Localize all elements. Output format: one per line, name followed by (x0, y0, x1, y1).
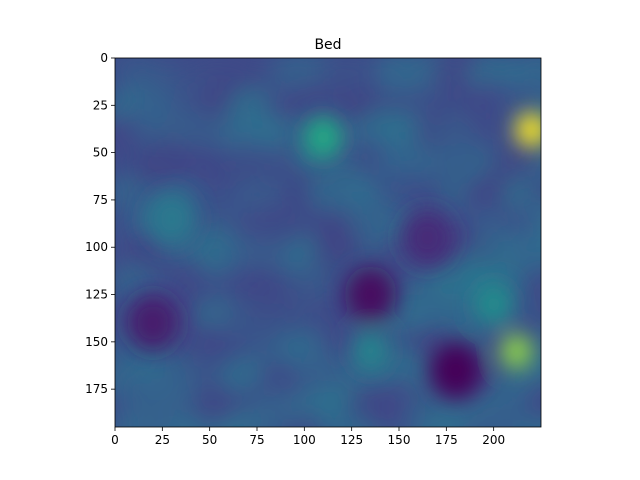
x-tick-label: 75 (249, 433, 264, 447)
x-tick-label: 0 (111, 433, 119, 447)
x-axis: 0 25 50 75 100 125 150 175 200 (111, 427, 505, 447)
x-tick-label: 200 (482, 433, 505, 447)
plot-frame (114, 57, 542, 428)
x-tick-label: 25 (155, 433, 170, 447)
heatmap-feature (473, 282, 514, 326)
y-tick-label: 175 (85, 382, 108, 396)
y-tick-label: 75 (93, 193, 108, 207)
x-tick-label: 50 (202, 433, 217, 447)
heatmap-feature (145, 190, 198, 248)
heatmap-texture-cell (226, 292, 272, 334)
heatmap-texture-cell (504, 415, 541, 427)
heatmap-texture-cell (500, 176, 541, 213)
heatmap-texture-cell (460, 411, 520, 427)
y-tick-label: 100 (85, 240, 108, 254)
x-tick-label: 150 (388, 433, 411, 447)
heatmap-texture-cell (169, 419, 208, 427)
x-tick-label: 175 (435, 433, 458, 447)
heatmap-texture-cell (527, 380, 541, 425)
heatmap-texture-cell (166, 146, 218, 180)
heatmap-feature (401, 209, 454, 267)
y-tick-label: 150 (85, 335, 108, 349)
y-tick-label: 125 (85, 288, 108, 302)
x-tick-label: 125 (340, 433, 363, 447)
heatmap-features (126, 112, 541, 399)
heatmap-texture-cell (530, 417, 541, 427)
y-axis: 0 25 50 75 100 125 150 175 (85, 51, 115, 396)
y-tick-label: 50 (93, 146, 108, 160)
y-tick-label: 25 (93, 98, 108, 112)
heatmap-feature (126, 294, 179, 352)
heatmap-feature (344, 265, 397, 324)
heatmap-texture-cell (352, 423, 388, 427)
heatmap-plot-area (115, 58, 541, 427)
heatmap-texture (115, 58, 541, 427)
heatmap-texture-cell (529, 155, 541, 185)
heatmap-feature (303, 115, 344, 160)
heatmap-texture-cell (528, 292, 541, 335)
heatmap-feature (429, 341, 482, 399)
heatmap-texture-cell (316, 411, 375, 427)
chart-title: Bed (314, 37, 341, 53)
heatmap-feature (350, 329, 391, 374)
heatmap-texture-cell (529, 177, 541, 207)
heatmap-feature (515, 112, 541, 148)
heatmap-texture-cell (128, 414, 188, 427)
x-tick-label: 100 (293, 433, 316, 447)
y-tick-label: 0 (100, 51, 108, 65)
heatmap-feature (500, 333, 533, 369)
